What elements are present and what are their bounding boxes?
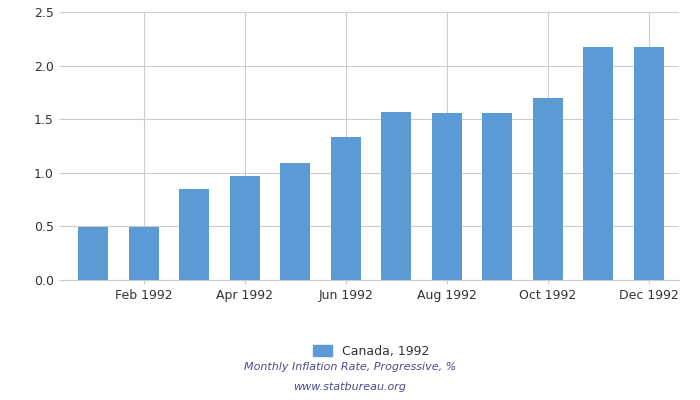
Bar — [129, 228, 159, 280]
Bar — [179, 189, 209, 280]
Bar — [280, 163, 310, 280]
Bar — [583, 47, 613, 280]
Bar — [381, 112, 412, 280]
Bar — [330, 138, 361, 280]
Bar — [482, 113, 512, 280]
Bar — [634, 47, 664, 280]
Bar — [230, 176, 260, 280]
Bar — [432, 113, 462, 280]
Bar — [78, 228, 108, 280]
Legend: Canada, 1992: Canada, 1992 — [308, 340, 434, 363]
Text: Monthly Inflation Rate, Progressive, %: Monthly Inflation Rate, Progressive, % — [244, 362, 456, 372]
Text: www.statbureau.org: www.statbureau.org — [293, 382, 407, 392]
Bar — [533, 98, 563, 280]
